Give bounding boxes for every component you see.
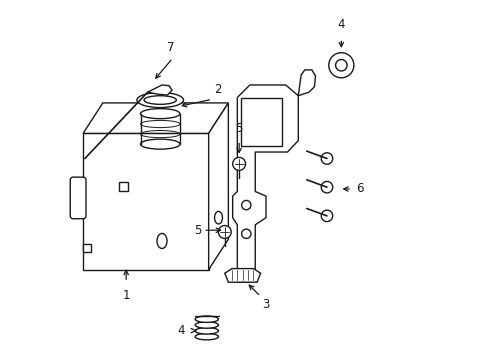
Text: 3: 3 (262, 298, 269, 311)
Circle shape (241, 229, 250, 238)
Ellipse shape (218, 226, 231, 238)
Polygon shape (232, 85, 298, 282)
Text: 4: 4 (178, 324, 185, 337)
Polygon shape (224, 269, 260, 282)
Ellipse shape (195, 316, 218, 323)
Circle shape (321, 181, 332, 193)
Polygon shape (83, 103, 228, 134)
FancyBboxPatch shape (83, 244, 91, 252)
Text: 5: 5 (194, 224, 201, 237)
Text: 5: 5 (235, 122, 243, 135)
Ellipse shape (144, 96, 176, 104)
Text: 4: 4 (337, 18, 345, 31)
Ellipse shape (195, 328, 218, 334)
Circle shape (241, 201, 250, 210)
Ellipse shape (137, 93, 183, 108)
Ellipse shape (195, 322, 218, 328)
Ellipse shape (328, 53, 353, 78)
Polygon shape (147, 85, 172, 95)
Ellipse shape (140, 109, 180, 119)
Ellipse shape (214, 211, 222, 224)
Polygon shape (208, 103, 228, 270)
FancyBboxPatch shape (241, 98, 282, 146)
Text: 2: 2 (214, 83, 221, 96)
Ellipse shape (157, 233, 167, 248)
Ellipse shape (232, 157, 245, 170)
FancyBboxPatch shape (70, 177, 86, 219)
Circle shape (321, 153, 332, 164)
Text: 1: 1 (122, 289, 130, 302)
Ellipse shape (195, 333, 218, 340)
Text: 7: 7 (167, 41, 174, 54)
Circle shape (321, 210, 332, 222)
FancyBboxPatch shape (119, 182, 128, 191)
Ellipse shape (335, 59, 346, 71)
Polygon shape (83, 134, 208, 270)
Text: 6: 6 (355, 183, 363, 195)
